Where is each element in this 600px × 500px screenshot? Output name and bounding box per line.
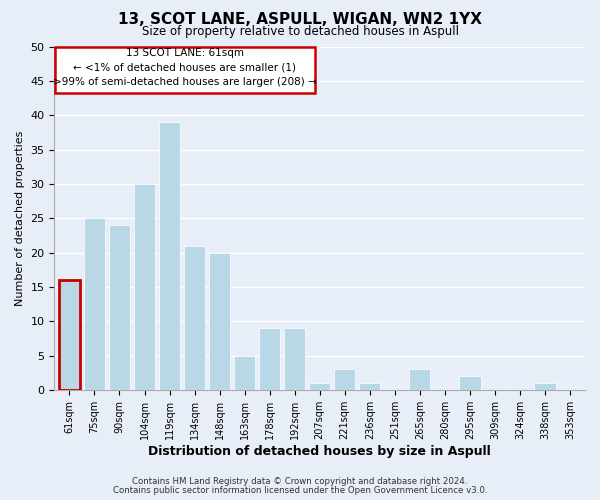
Bar	[159, 122, 180, 390]
Bar	[109, 225, 130, 390]
Bar	[59, 280, 80, 390]
X-axis label: Distribution of detached houses by size in Aspull: Distribution of detached houses by size …	[148, 444, 491, 458]
Bar	[134, 184, 155, 390]
Bar	[234, 356, 255, 390]
Text: ← <1% of detached houses are smaller (1): ← <1% of detached houses are smaller (1)	[73, 62, 296, 72]
Bar	[409, 369, 430, 390]
Bar	[209, 252, 230, 390]
Text: 13, SCOT LANE, ASPULL, WIGAN, WN2 1YX: 13, SCOT LANE, ASPULL, WIGAN, WN2 1YX	[118, 12, 482, 28]
Bar	[184, 246, 205, 390]
Bar	[359, 383, 380, 390]
Bar	[459, 376, 481, 390]
Bar	[259, 328, 280, 390]
Bar	[334, 369, 355, 390]
Text: >99% of semi-detached houses are larger (208) →: >99% of semi-detached houses are larger …	[53, 77, 317, 87]
Text: 13 SCOT LANE: 61sqm: 13 SCOT LANE: 61sqm	[126, 48, 244, 58]
Bar	[535, 383, 556, 390]
Bar	[284, 328, 305, 390]
Text: Contains HM Land Registry data © Crown copyright and database right 2024.: Contains HM Land Registry data © Crown c…	[132, 477, 468, 486]
Text: Size of property relative to detached houses in Aspull: Size of property relative to detached ho…	[142, 25, 458, 38]
Text: Contains public sector information licensed under the Open Government Licence v3: Contains public sector information licen…	[113, 486, 487, 495]
Y-axis label: Number of detached properties: Number of detached properties	[15, 130, 25, 306]
Bar	[84, 218, 105, 390]
FancyBboxPatch shape	[55, 46, 314, 93]
Bar	[309, 383, 331, 390]
